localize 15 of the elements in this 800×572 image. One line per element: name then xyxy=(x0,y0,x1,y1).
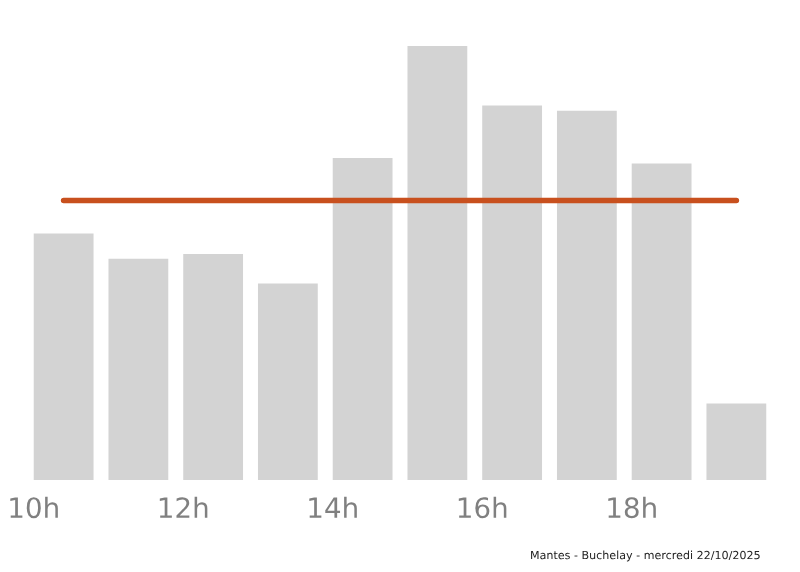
bar xyxy=(706,403,767,480)
bar xyxy=(631,163,692,480)
bar xyxy=(482,105,543,480)
bar xyxy=(407,46,468,480)
bar xyxy=(33,233,94,480)
bar xyxy=(183,253,244,480)
bar xyxy=(108,258,169,480)
bar xyxy=(257,283,318,480)
bar xyxy=(332,157,393,480)
x-tick-label: 10h xyxy=(10,496,58,519)
bar xyxy=(556,110,617,480)
x-tick-label: 16h xyxy=(458,496,507,519)
x-tick-label: 18h xyxy=(608,496,656,519)
x-tick-label: 14h xyxy=(309,496,357,518)
x-tick-label: 12h xyxy=(159,496,208,518)
